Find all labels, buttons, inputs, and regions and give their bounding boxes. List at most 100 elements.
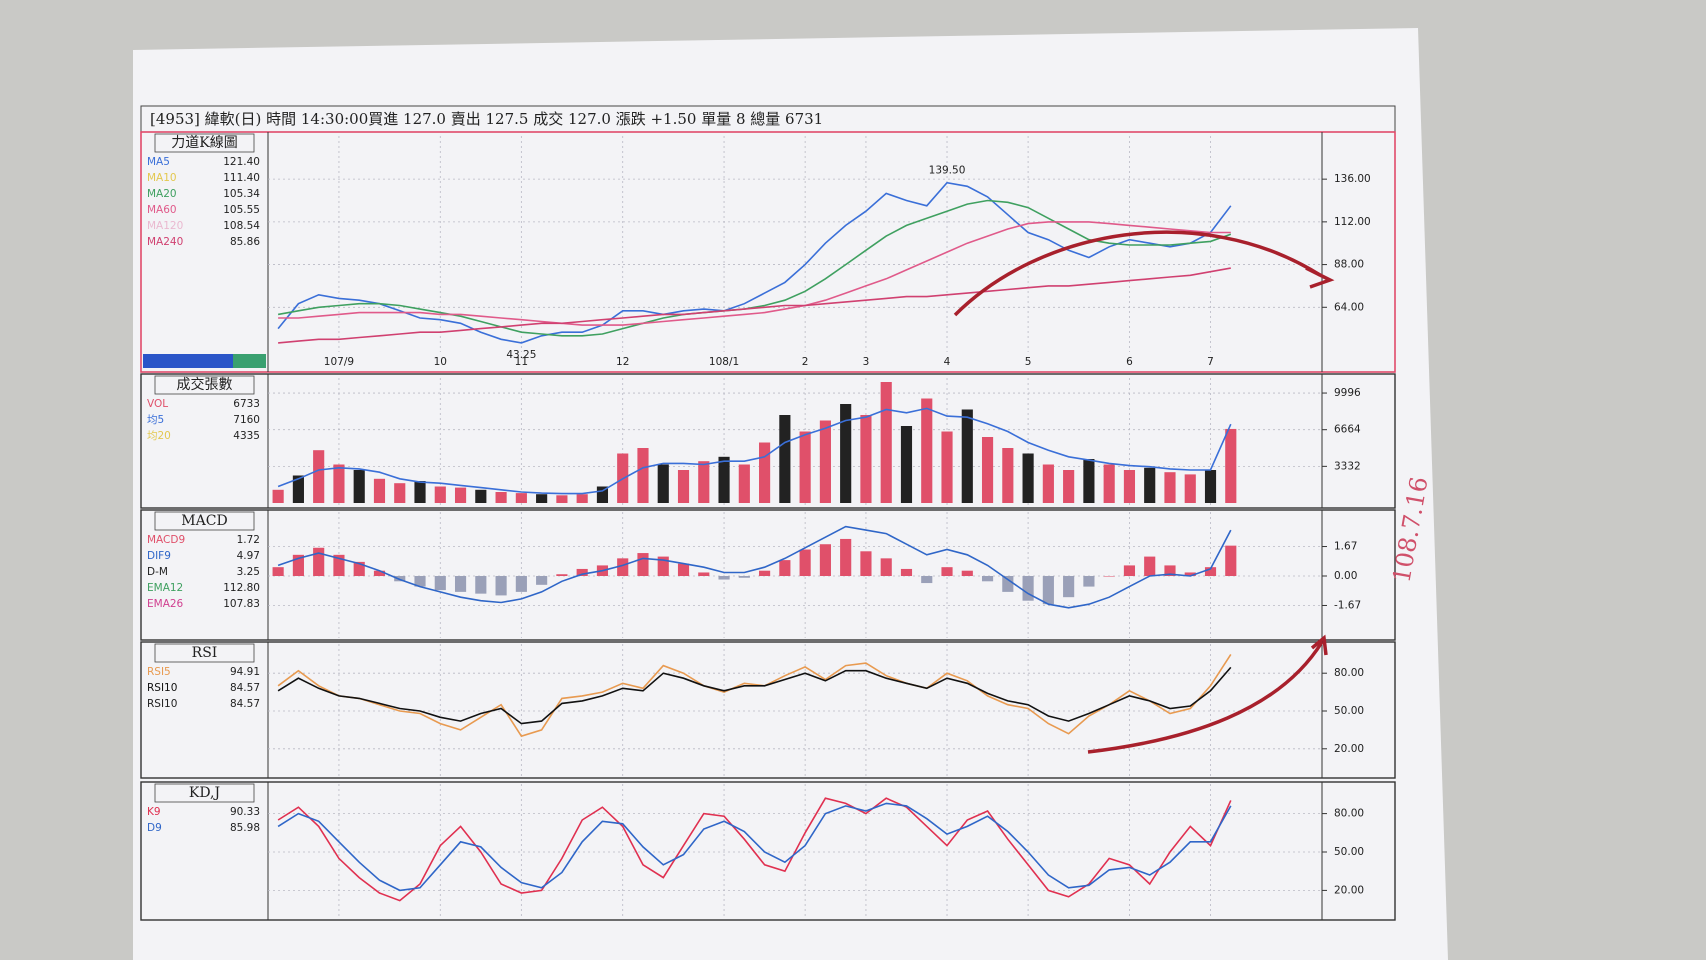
- bar: [333, 464, 345, 503]
- bar: [799, 549, 811, 576]
- x-tick-label: 2: [802, 356, 809, 368]
- bar: [657, 464, 669, 503]
- bar: [1184, 474, 1196, 503]
- bar: [941, 567, 953, 576]
- bar: [677, 563, 690, 576]
- bar: [738, 576, 750, 578]
- legend-reading: 112.80: [223, 582, 260, 594]
- header: [4953] 緯軟(日) 時間 14:30:00買進 127.0 賣出 127.…: [150, 110, 823, 128]
- bar: [373, 478, 386, 503]
- bar: [475, 489, 487, 503]
- bar: [921, 398, 933, 503]
- bar: [1002, 576, 1014, 592]
- bar: [759, 442, 771, 503]
- legend-name: 均5: [147, 414, 164, 426]
- bar: [515, 576, 527, 592]
- bar: [313, 547, 325, 576]
- bar: [495, 492, 507, 503]
- legend-name: RSI10: [147, 682, 177, 694]
- legend-name: MA20: [147, 188, 177, 200]
- bar: [900, 568, 913, 576]
- bar: [1123, 565, 1136, 576]
- bar: [1103, 576, 1115, 577]
- series-line: [277, 407, 1232, 495]
- y-tick-label: 50.00: [1334, 705, 1364, 717]
- bar: [840, 404, 852, 503]
- color-strip: [233, 354, 266, 368]
- legend-reading: 84.57: [230, 698, 260, 710]
- legend-name: MA120: [147, 220, 183, 232]
- series-line: [277, 181, 1232, 344]
- bar: [1204, 567, 1217, 576]
- bar: [941, 431, 953, 503]
- bar: [1225, 545, 1237, 576]
- legend-name: 均20: [147, 430, 171, 442]
- charts: 力道K線圖 64.00 88.00 112.00 136.00 107/9 10 11 12 10…: [140, 131, 1396, 921]
- color-strip: [143, 354, 233, 368]
- panel-title-box: [154, 783, 255, 803]
- legend-name: MA60: [147, 204, 177, 216]
- bar: [779, 415, 791, 503]
- bar: [880, 558, 892, 576]
- bar: [536, 494, 548, 503]
- legend-reading: 121.40: [223, 156, 260, 168]
- bar: [454, 487, 467, 503]
- y-tick-label: 136.00: [1334, 173, 1371, 185]
- bar: [718, 576, 730, 580]
- legend-reading: 85.98: [230, 822, 260, 834]
- hand-arrow: [953, 230, 1321, 317]
- panel-title: 成交張數: [177, 376, 233, 393]
- bar: [860, 415, 872, 503]
- bar: [840, 538, 852, 576]
- y-tick-label: 0.00: [1334, 570, 1357, 582]
- legend-reading: 108.54: [223, 220, 260, 232]
- y-tick-label: -1.67: [1334, 599, 1361, 611]
- series-line: [277, 797, 1232, 902]
- bar: [698, 572, 710, 576]
- panel-title: 力道K線圖: [171, 135, 237, 151]
- series-line: [277, 666, 1232, 725]
- legend-name: RSI5: [147, 666, 171, 678]
- bar: [1184, 572, 1196, 576]
- bar: [900, 426, 913, 503]
- bar: [819, 420, 831, 503]
- bar: [536, 576, 548, 585]
- x-tick-label: 12: [616, 356, 629, 368]
- legend-reading: 111.40: [223, 172, 260, 184]
- bar: [981, 437, 994, 503]
- bar: [576, 494, 588, 503]
- legend-reading: 4335: [233, 430, 260, 442]
- series-line: [278, 267, 1231, 344]
- panel-frame: [140, 131, 1396, 373]
- legend-reading: 107.83: [223, 598, 260, 610]
- panel-title-box: [154, 643, 255, 663]
- y-tick-label: 88.00: [1334, 259, 1364, 271]
- bar: [556, 574, 568, 576]
- y-tick-label: 20.00: [1334, 884, 1364, 896]
- bar: [454, 576, 467, 592]
- bar: [556, 495, 568, 503]
- y-tick-label: 20.00: [1334, 743, 1364, 755]
- series-line: [278, 221, 1231, 326]
- y-tick-label: 80.00: [1334, 667, 1364, 679]
- series-line: [277, 525, 1232, 609]
- y-tick-label: 64.00: [1334, 301, 1364, 313]
- bar: [414, 481, 426, 503]
- bar: [617, 558, 629, 576]
- y-tick-label: 3332: [1334, 460, 1361, 472]
- bar: [738, 464, 750, 503]
- bar: [333, 554, 345, 576]
- legend-reading: 7160: [233, 414, 260, 426]
- legend-reading: 3.25: [237, 566, 260, 578]
- bar: [353, 561, 365, 576]
- bar: [272, 489, 284, 503]
- legend-name: D9: [147, 822, 162, 834]
- legend-reading: 6733: [233, 398, 260, 410]
- y-tick-label: 9996: [1334, 387, 1361, 399]
- x-tick-label: 7: [1207, 356, 1214, 368]
- x-tick-label: 11: [515, 356, 528, 368]
- x-tick-label: 6: [1126, 356, 1133, 368]
- bar: [434, 576, 446, 591]
